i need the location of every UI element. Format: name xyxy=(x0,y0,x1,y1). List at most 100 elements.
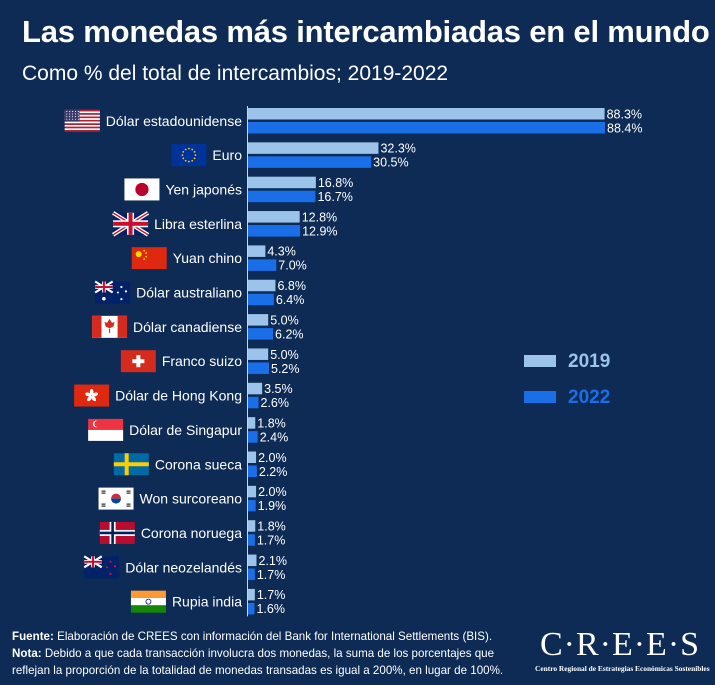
data-label: 88.4% xyxy=(607,121,642,135)
data-label: 3.5% xyxy=(264,382,293,396)
bar-2019 xyxy=(248,108,605,120)
category-label: Yen japonés xyxy=(165,181,242,197)
footer-notes: Fuente: Elaboración de CREES con informa… xyxy=(12,628,532,679)
legend-label-2019: 2019 xyxy=(568,351,610,372)
flag-gb-icon xyxy=(111,211,150,237)
data-label: 6.4% xyxy=(276,293,305,307)
data-label: 1.8% xyxy=(257,416,286,430)
bar-2019 xyxy=(248,451,257,463)
category-label: Franco suizo xyxy=(162,353,242,369)
data-label: 2.2% xyxy=(259,465,288,479)
bar-2019 xyxy=(248,485,257,498)
data-label: 1.7% xyxy=(257,534,286,548)
data-label: 2.0% xyxy=(258,451,287,465)
data-label: 2.4% xyxy=(260,430,289,444)
legend-swatch-2019 xyxy=(524,355,556,367)
legend-label-2022: 2022 xyxy=(568,387,610,408)
bar-2019 xyxy=(248,245,266,257)
bar-2022 xyxy=(248,259,277,271)
bar-2019 xyxy=(248,314,269,326)
data-label: 32.3% xyxy=(380,142,415,156)
flag-au-icon xyxy=(94,280,131,304)
category-label: Euro xyxy=(212,147,242,163)
category-label: Yuan chino xyxy=(173,250,242,266)
data-label: 6.2% xyxy=(275,327,304,341)
bar-2022 xyxy=(248,534,255,546)
category-label: Dólar australiano xyxy=(136,285,242,301)
bar-2019 xyxy=(248,142,379,154)
bar-2022 xyxy=(248,465,257,477)
category-label: Dólar de Hong Kong xyxy=(115,388,242,404)
data-label: 1.7% xyxy=(257,588,286,602)
flag-ch-icon xyxy=(120,350,156,373)
bar-2022 xyxy=(248,602,255,615)
crees-logo: C·R·E·E·S Centro Regional de Estrategias… xyxy=(535,626,710,673)
logo-wordmark: C·R·E·E·S xyxy=(539,626,701,663)
bar-2019 xyxy=(248,176,316,189)
category-label: Dólar de Singapur xyxy=(129,422,242,438)
data-label: 5.2% xyxy=(271,362,300,376)
bar-2022 xyxy=(248,122,605,134)
flag-in-icon xyxy=(130,590,166,613)
flag-cn-icon xyxy=(131,247,167,270)
flag-eu-icon xyxy=(171,144,207,167)
data-label: 2.0% xyxy=(258,485,287,499)
category-label: Rupia india xyxy=(172,594,242,610)
legend-swatch-2022 xyxy=(524,391,556,403)
category-label: Dólar canadiense xyxy=(133,319,242,335)
chart-subtitle: Como % del total de intercambios; 2019-2… xyxy=(22,62,449,85)
bar-2022 xyxy=(248,568,255,581)
bar-2019 xyxy=(248,279,276,292)
flag-se-icon xyxy=(113,453,149,476)
flag-us-icon xyxy=(64,109,100,132)
bar-2022 xyxy=(248,190,316,203)
data-label: 12.8% xyxy=(302,210,337,224)
flag-jp-icon xyxy=(124,178,160,201)
category-label: Dólar estadounidense xyxy=(106,113,242,129)
bar-2019 xyxy=(248,211,300,223)
bar-2019 xyxy=(248,382,263,395)
flag-kr-icon xyxy=(98,487,134,510)
data-label: 1.7% xyxy=(257,568,286,582)
bar-2019 xyxy=(248,588,255,601)
data-label: 2.6% xyxy=(261,396,290,410)
data-label: 16.8% xyxy=(318,176,353,190)
flag-nz-icon xyxy=(83,555,120,579)
flag-no-icon xyxy=(99,521,135,544)
category-label: Corona noruega xyxy=(141,525,242,541)
data-label: 88.3% xyxy=(607,107,642,121)
bar-2022 xyxy=(248,328,274,340)
bar-2019 xyxy=(248,417,256,429)
flag-sg-icon xyxy=(88,418,124,441)
flag-ca-icon xyxy=(92,315,128,338)
bar-2019 xyxy=(248,554,257,567)
data-label: 5.0% xyxy=(270,348,299,362)
bar-2022 xyxy=(248,396,259,409)
data-label: 6.8% xyxy=(277,279,306,293)
explanatory-note: Nota: Debido a que cada transacción invo… xyxy=(12,647,504,677)
chart-title: Las monedas más intercambiadas en el mun… xyxy=(22,14,710,49)
bar-2022 xyxy=(248,431,258,443)
data-label: 1.8% xyxy=(257,520,286,534)
bar-2022 xyxy=(248,156,372,168)
bar-2019 xyxy=(248,348,269,360)
flag-hk-icon xyxy=(74,384,110,407)
source-note: Fuente: Elaboración de CREES con informa… xyxy=(12,630,493,643)
category-label: Won surcoreano xyxy=(140,491,243,507)
logo-subtitle: Centro Regional de Estrategias Económica… xyxy=(535,664,710,673)
category-label: Corona sueca xyxy=(155,456,242,472)
data-label: 12.9% xyxy=(302,224,337,238)
bar-2022 xyxy=(248,293,274,306)
data-label: 4.3% xyxy=(267,245,296,259)
data-label: 7.0% xyxy=(278,259,307,273)
bar-2022 xyxy=(248,499,256,512)
data-label: 30.5% xyxy=(373,156,408,170)
category-label: Libra esterlina xyxy=(154,216,242,232)
data-label: 1.9% xyxy=(258,499,287,513)
data-label: 1.6% xyxy=(256,602,285,616)
bar-2022 xyxy=(248,225,301,237)
category-label: Dólar neozelandés xyxy=(125,559,242,575)
data-label: 5.0% xyxy=(270,313,299,327)
bar-chart: Dólar estadounidense 88.3%88.4%Euro 32.3%3… xyxy=(64,106,642,617)
data-label: 16.7% xyxy=(317,190,352,204)
